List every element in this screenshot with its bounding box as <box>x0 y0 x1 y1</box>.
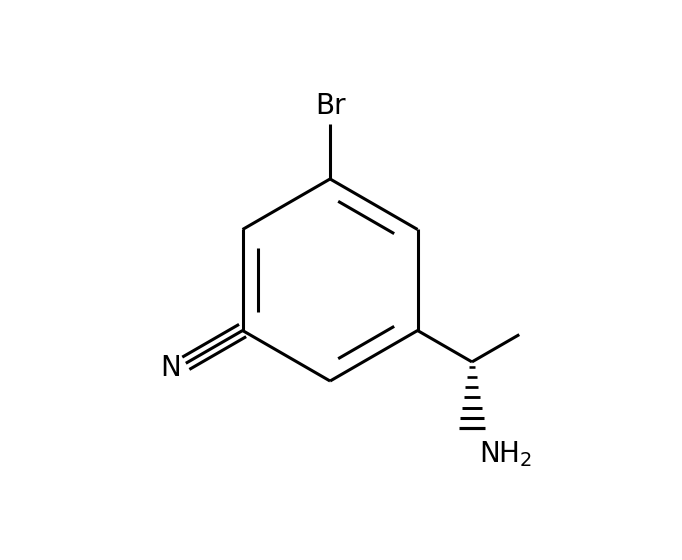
Text: N: N <box>161 354 181 382</box>
Text: NH$_2$: NH$_2$ <box>479 440 532 469</box>
Text: Br: Br <box>315 92 345 120</box>
